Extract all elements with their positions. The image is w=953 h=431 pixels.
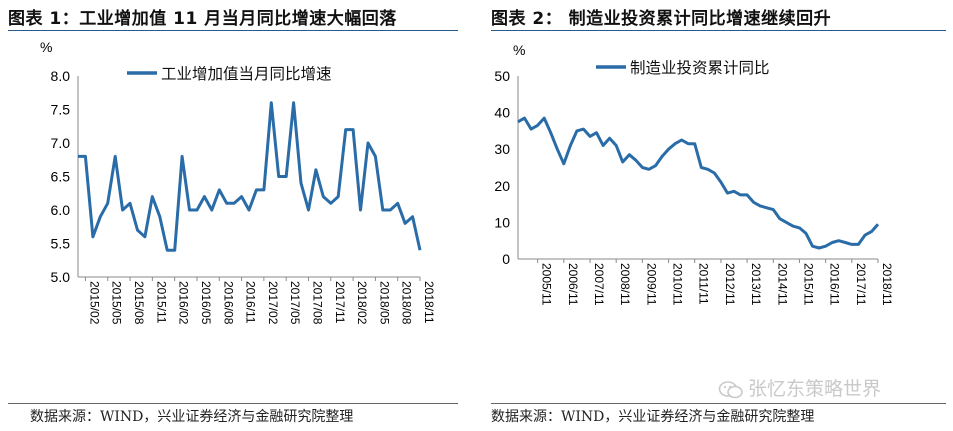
x-tick-label: 2006/11 [566, 263, 580, 306]
x-tick-label: 2018/02 [355, 281, 369, 325]
x-tick-label: 2011/11 [697, 263, 711, 305]
y-tick-label: 6.5 [51, 169, 71, 185]
figure-1-title: 图表 1：工业增加值 11 月当月同比增速大幅回落 [8, 9, 397, 29]
x-tick-label: 2016/05 [199, 281, 213, 325]
y-tick-label: 40 [494, 105, 510, 121]
y-tick-label: 50 [494, 68, 510, 84]
y-tick-label: 5.0 [51, 269, 71, 285]
watermark-text: 张忆东策略世界 [748, 378, 882, 400]
left-figure-panel: 图表 1：工业增加值 11 月当月同比增速大幅回落 % 5.0 5.5 6.0 6.5 7… [0, 0, 470, 431]
x-tick-label: 2018/05 [377, 281, 391, 325]
x-tick-label: 2014/11 [775, 263, 789, 306]
x-tick-label: 2010/11 [671, 263, 685, 306]
y-tick-label: 7.5 [51, 102, 71, 118]
y-tick-label: 10 [494, 214, 510, 230]
x-tick-label: 2015/11 [801, 263, 815, 306]
legend-label: 工业增加值当月同比增速 [161, 65, 332, 83]
title-underline [491, 30, 946, 31]
y-tick-label: 5.5 [51, 236, 71, 252]
x-tick-label: 2015/08 [132, 281, 146, 325]
x-tick-label: 2008/11 [618, 263, 632, 306]
x-tick-label: 2007/11 [592, 263, 606, 306]
x-tick-label: 2017/02 [266, 281, 280, 325]
y-tick-label: 0 [502, 251, 510, 267]
legend-label: 制造业投资累计同比 [630, 59, 770, 77]
wechat-icon [718, 380, 744, 400]
x-tick-label: 2017/08 [310, 281, 324, 325]
x-tick-label: 2013/11 [749, 263, 763, 306]
x-tick-label: 2015/11 [154, 281, 168, 324]
watermark: 张忆东策略世界 [718, 374, 881, 401]
x-tick-label: 2009/11 [644, 263, 658, 306]
series-line [517, 116, 880, 250]
industrial-output-chart: % 5.0 5.5 6.0 6.5 7.0 7.5 8.0 2015/02 2015/05 2015… [40, 39, 436, 325]
x-tick-label: 2005/11 [540, 263, 554, 306]
title-underline [8, 30, 458, 31]
manufacturing-investment-chart: % 0 10 20 30 40 50 2005/11 2006/11 2007/11 2008/11… [494, 42, 894, 306]
y-tick-label: 8.0 [51, 68, 71, 84]
y-tick-label: 6.0 [51, 202, 71, 218]
y-tick-label: 30 [494, 141, 510, 157]
y-tick-label: 7.0 [51, 135, 71, 151]
series-line [78, 101, 422, 252]
x-tick-label: 2016/02 [177, 281, 191, 325]
x-tick-label: 2015/02 [87, 281, 101, 325]
x-tick-label: 2016/08 [221, 281, 235, 325]
right-figure-panel: 图表 2： 制造业投资累计同比增速继续回升 % 0 10 20 30 40 50 2005/1… [483, 0, 953, 431]
x-tick-label: 2017/05 [288, 281, 302, 325]
figure-1-source: 数据来源：WIND，兴业证券经济与金融研究院整理 [30, 409, 354, 425]
x-tick-label: 2012/11 [723, 263, 737, 306]
source-divider [8, 403, 458, 404]
x-tick-label: 2018/11 [422, 281, 436, 324]
x-tick-label: 2016/11 [244, 281, 258, 324]
x-tick-label: 2016/11 [828, 263, 842, 306]
y-axis-unit-label: % [40, 39, 52, 55]
x-tick-label: 2017/11 [854, 263, 868, 306]
figure-2-source: 数据来源：WIND，兴业证券经济与金融研究院整理 [491, 409, 815, 425]
source-divider [491, 403, 946, 404]
y-tick-label: 20 [494, 178, 510, 194]
x-tick-label: 2015/05 [110, 281, 124, 325]
figure-2-title: 图表 2： 制造业投资累计同比增速继续回升 [491, 9, 832, 29]
x-tick-label: 2018/08 [400, 281, 414, 325]
x-tick-label: 2017/11 [333, 281, 347, 324]
x-tick-label: 2018/11 [880, 263, 894, 306]
y-axis-unit-label: % [513, 42, 525, 58]
